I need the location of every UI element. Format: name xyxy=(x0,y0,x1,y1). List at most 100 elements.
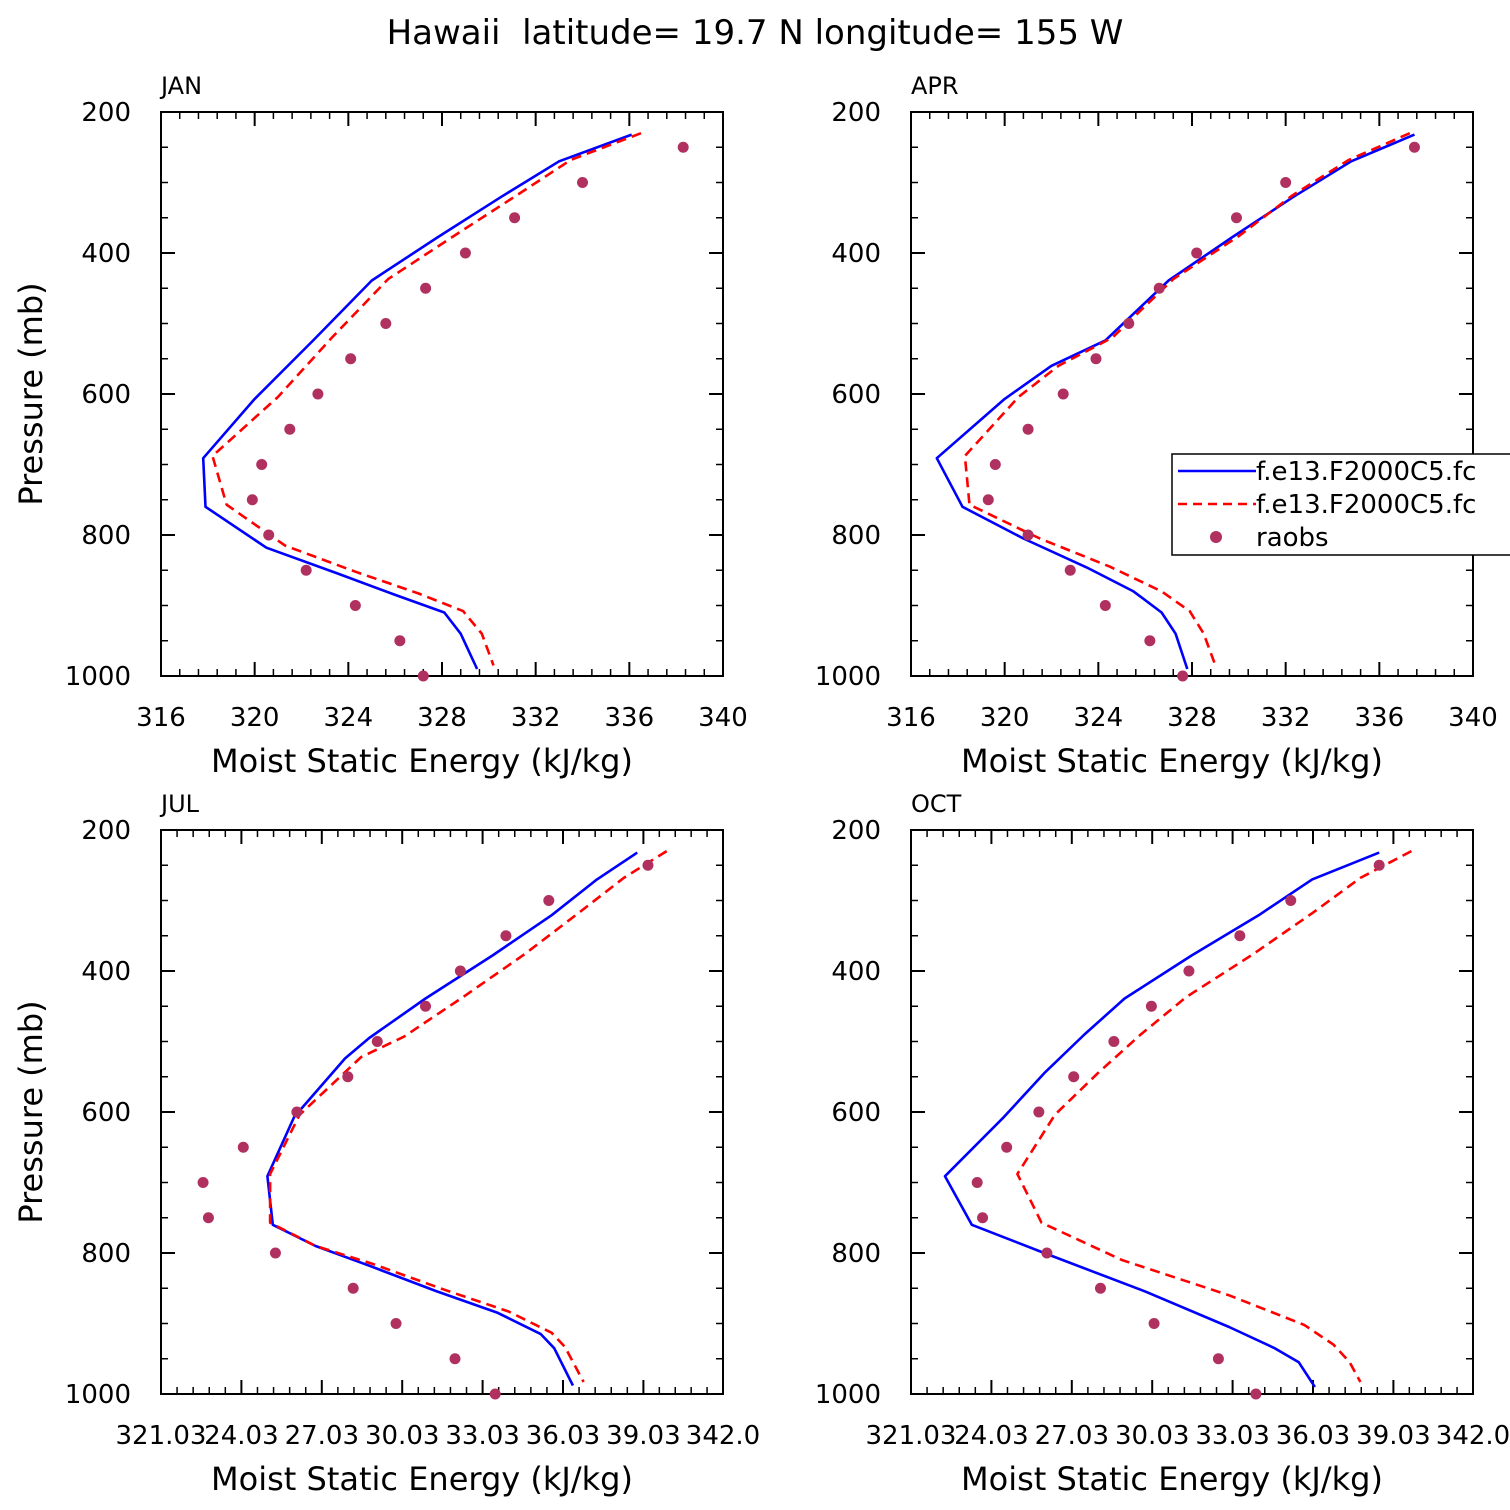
series-line-solid xyxy=(935,133,1416,670)
raobs-point xyxy=(197,1177,209,1188)
x-tick-label: 39.03 xyxy=(1356,1421,1430,1451)
x-tick-label: 33.03 xyxy=(445,1421,519,1451)
y-tick-label: 800 xyxy=(81,521,131,551)
panel-title: APR xyxy=(911,72,959,100)
x-tick-label: 324 xyxy=(324,703,374,733)
series-line-dashed xyxy=(1016,849,1413,1383)
raobs-point xyxy=(1001,1141,1013,1153)
legend-label-raobs: raobs xyxy=(1256,523,1329,553)
raobs-point xyxy=(246,494,258,506)
plot-frame xyxy=(160,111,724,677)
raobs-point xyxy=(1234,930,1246,942)
raobs-point xyxy=(577,177,588,188)
raobs-point xyxy=(371,1036,383,1047)
series-line-solid xyxy=(943,851,1380,1388)
raobs-point xyxy=(971,1177,983,1188)
y-tick-label: 600 xyxy=(81,1098,131,1128)
x-tick-label: 332 xyxy=(511,703,561,733)
panel-title: JUL xyxy=(159,790,200,818)
panel-title: JAN xyxy=(159,72,202,100)
x-tick-label: 27.03 xyxy=(1035,1421,1109,1451)
raobs-point xyxy=(1068,1071,1080,1083)
panel-title: OCT xyxy=(911,790,962,818)
x-tick-label: 328 xyxy=(1167,703,1217,733)
y-tick-label: 200 xyxy=(831,98,881,128)
raobs-point xyxy=(1090,353,1102,365)
series-line-solid xyxy=(266,851,638,1387)
y-tick-label: 1000 xyxy=(815,1380,881,1410)
plot-frame xyxy=(160,829,724,1395)
raobs-point xyxy=(1057,388,1069,400)
raobs-point xyxy=(269,1247,281,1259)
raobs-point xyxy=(1022,423,1034,435)
raobs-point xyxy=(420,1000,432,1012)
raobs-point xyxy=(1191,247,1203,259)
legend: f.e13.F2000C5.fc f.e13.F2000C5.fc raobs xyxy=(1171,453,1510,556)
raobs-point xyxy=(1212,1353,1224,1365)
x-tick-label: 30.03 xyxy=(1115,1421,1189,1451)
raobs-point xyxy=(1145,1000,1157,1012)
raobs-point xyxy=(1408,141,1420,153)
raobs-point xyxy=(677,141,689,153)
raobs-point xyxy=(256,459,268,470)
y-axis-label: Pressure (mb) xyxy=(12,282,50,505)
raobs-point xyxy=(300,564,312,576)
y-tick-label: 400 xyxy=(831,239,881,269)
raobs-point xyxy=(1123,318,1135,329)
raobs-point xyxy=(543,895,555,906)
legend-label-model-b: f.e13.F2000C5.fc xyxy=(1256,490,1476,520)
raobs-point xyxy=(509,212,521,224)
x-tick-label: 24.03 xyxy=(954,1421,1028,1451)
x-tick-label: 321.03 xyxy=(866,1421,957,1451)
x-tick-label: 39.03 xyxy=(606,1421,680,1451)
x-tick-label: 36.03 xyxy=(1276,1421,1350,1451)
x-tick-label: 320 xyxy=(980,703,1030,733)
y-tick-label: 200 xyxy=(81,98,131,128)
raobs-point xyxy=(1041,1247,1053,1259)
plot-frame xyxy=(910,829,1474,1395)
raobs-point xyxy=(1250,1388,1262,1400)
raobs-point xyxy=(1230,212,1242,224)
raobs-point xyxy=(1033,1106,1045,1118)
raobs-point xyxy=(977,1212,989,1224)
raobs-point xyxy=(1280,177,1292,188)
raobs-point xyxy=(989,459,1001,470)
x-tick-label: 316 xyxy=(886,703,936,733)
x-tick-label: 324 xyxy=(1074,703,1124,733)
raobs-point xyxy=(349,600,361,611)
y-tick-label: 600 xyxy=(831,1098,881,1128)
series-line-dashed xyxy=(268,849,668,1383)
raobs-point xyxy=(345,353,357,365)
raobs-point xyxy=(1144,635,1156,647)
x-tick-label: 316 xyxy=(136,703,186,733)
raobs-point xyxy=(1094,1282,1106,1294)
raobs-point xyxy=(500,930,512,942)
raobs-point xyxy=(449,1353,461,1365)
raobs-point xyxy=(1099,600,1111,611)
raobs-point xyxy=(982,494,994,506)
x-tick-label: 33.03 xyxy=(1195,1421,1269,1451)
raobs-point xyxy=(1285,895,1297,906)
raobs-point xyxy=(420,282,432,294)
raobs-point xyxy=(642,859,654,871)
x-tick-label: 36.03 xyxy=(526,1421,600,1451)
x-tick-label: 332 xyxy=(1261,703,1311,733)
series-line-solid xyxy=(201,133,633,670)
y-tick-label: 200 xyxy=(831,816,881,846)
raobs-point xyxy=(380,318,392,329)
y-tick-label: 800 xyxy=(81,1239,131,1269)
y-tick-label: 1000 xyxy=(65,1380,131,1410)
x-tick-label: 328 xyxy=(417,703,467,733)
x-tick-label: 321.03 xyxy=(116,1421,207,1451)
raobs-point xyxy=(1153,282,1165,294)
raobs-point xyxy=(489,1388,501,1400)
y-tick-label: 1000 xyxy=(815,662,881,692)
x-axis-label: Moist Static Energy (kJ/kg) xyxy=(211,742,633,780)
raobs-point xyxy=(1022,529,1034,541)
y-tick-label: 400 xyxy=(81,957,131,987)
